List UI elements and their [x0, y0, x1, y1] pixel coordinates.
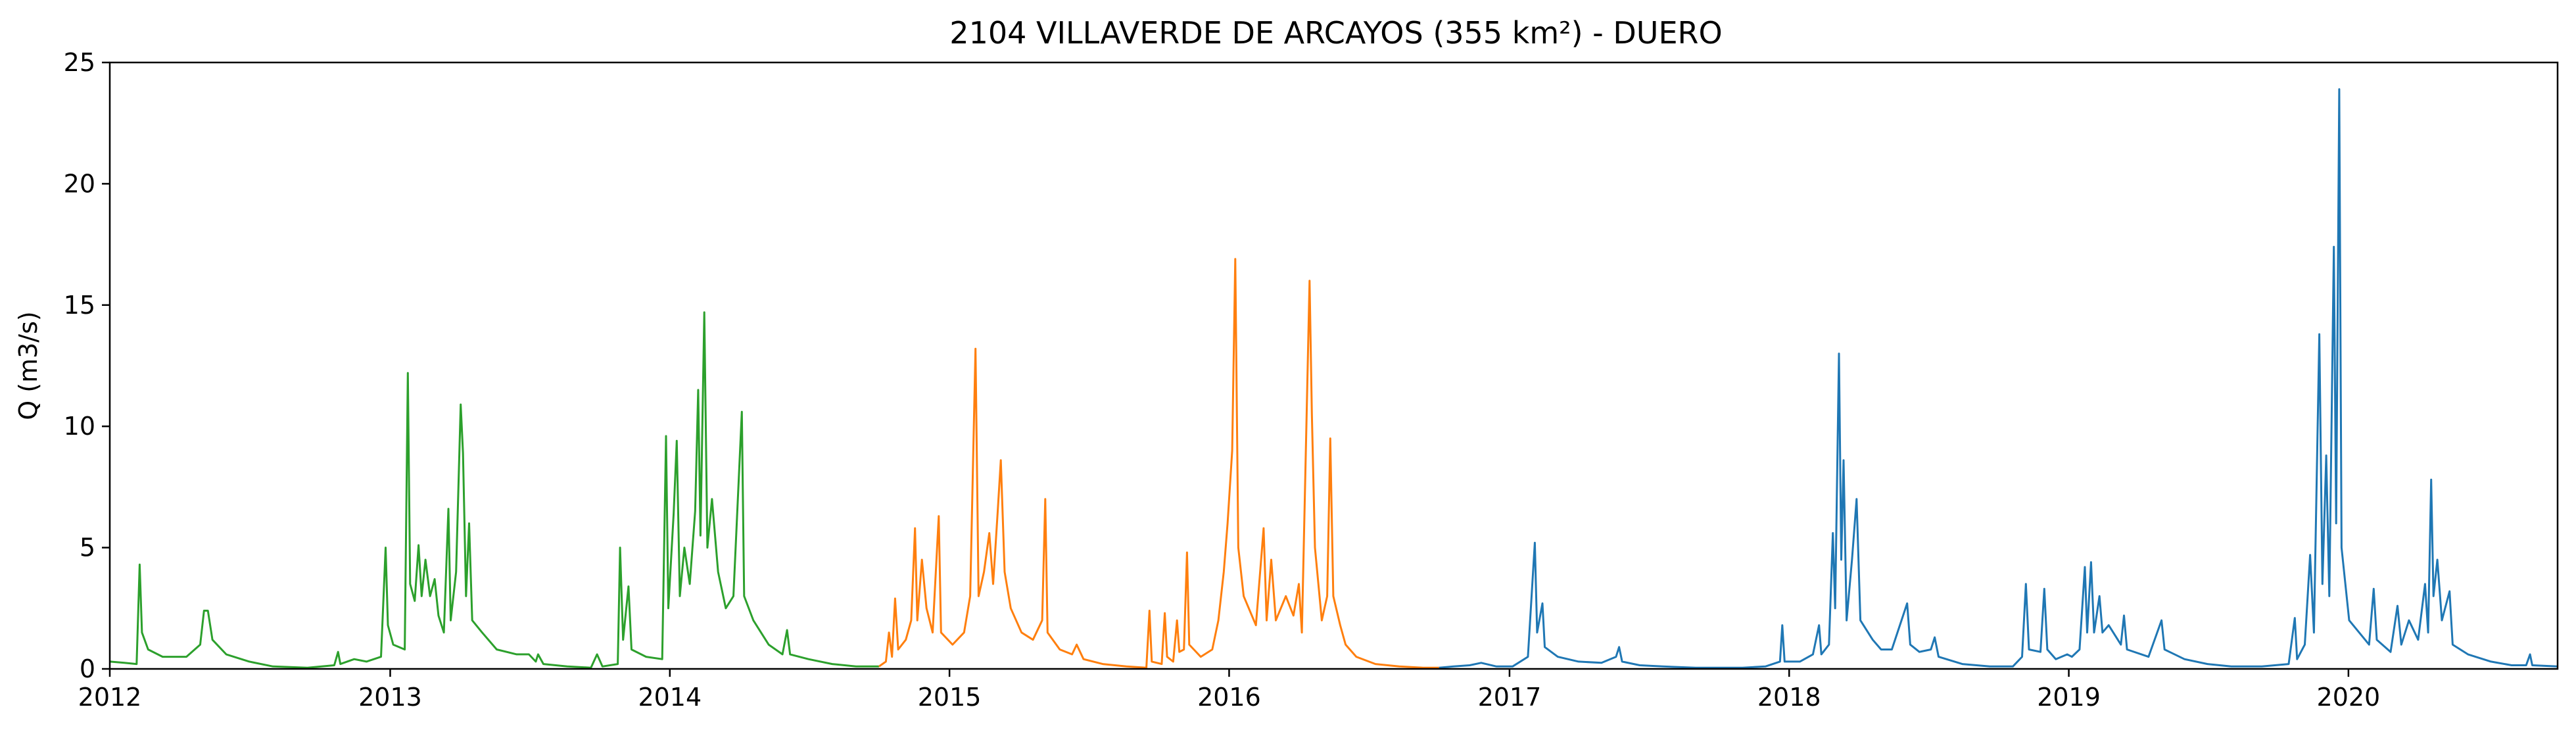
- plot-frame: [108, 61, 2559, 670]
- x-tick-label: 2013: [358, 683, 422, 712]
- x-tick-label: 2016: [1197, 683, 1261, 712]
- series-layer: [109, 88, 2558, 669]
- y-tick-label: 25: [64, 48, 95, 77]
- x-tick-label: 2018: [1757, 683, 1821, 712]
- y-tick-label: 0: [80, 654, 95, 683]
- series-2-line: [878, 258, 1439, 669]
- x-tick-label: 2014: [638, 683, 702, 712]
- x-tick-label: 2020: [2317, 683, 2381, 712]
- x-tick-label: 2012: [78, 683, 142, 712]
- y-axis-ticks: 0 5 10 15 20 25: [64, 48, 110, 683]
- x-tick-label: 2015: [918, 683, 982, 712]
- series-1-line: [109, 311, 879, 669]
- chart-title: 2104 VILLAVERDE DE ARCAYOS (355 km²) - D…: [949, 15, 1722, 51]
- y-tick-label: 15: [64, 291, 95, 320]
- x-tick-label: 2019: [2037, 683, 2101, 712]
- y-tick-label: 20: [64, 169, 95, 198]
- series-3-line: [1439, 88, 2558, 669]
- x-tick-label: 2017: [1478, 683, 1542, 712]
- y-tick-label: 10: [64, 412, 95, 441]
- y-axis-label: Q (m3/s): [14, 311, 43, 420]
- x-axis-ticks: 2012 2013 2014 2015 2016 2017 2018 2019 2020: [78, 669, 2381, 712]
- y-tick-label: 5: [80, 533, 95, 562]
